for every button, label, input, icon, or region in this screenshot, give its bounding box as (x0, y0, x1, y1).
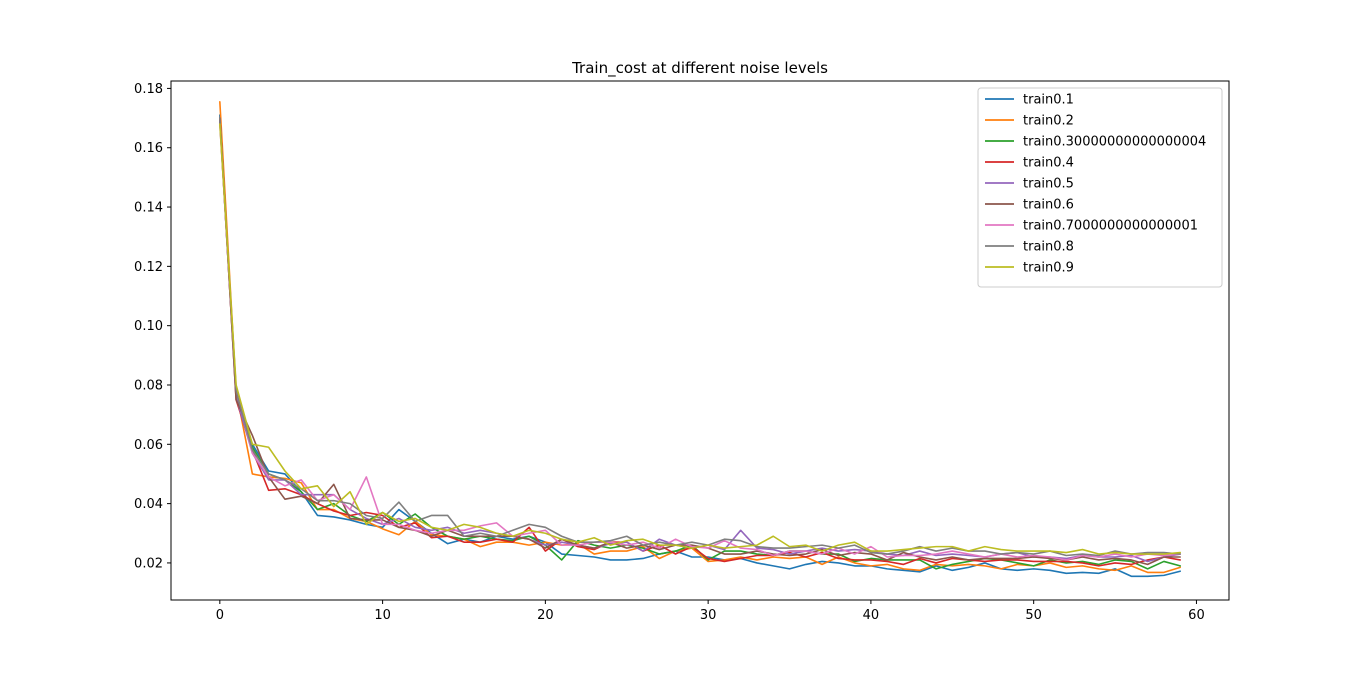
x-tick-label: 20 (537, 608, 554, 623)
y-tick-label: 0.06 (134, 438, 163, 453)
legend-label-9: train0.9 (1023, 261, 1074, 276)
plot-frame (170, 80, 1230, 601)
x-tick-label: 10 (374, 608, 391, 623)
series-line-9 (219, 123, 1181, 555)
y-tick-label: 0.16 (134, 141, 163, 156)
chart-title: Train_cost at different noise levels (571, 59, 828, 78)
legend-label-4: train0.4 (1023, 156, 1074, 171)
y-tick-label: 0.02 (134, 556, 163, 571)
legend-label-1: train0.1 (1023, 93, 1074, 108)
series-layer (219, 100, 1181, 578)
legend-label-2: train0.2 (1023, 114, 1074, 129)
y-tick-label: 0.10 (134, 319, 163, 334)
legend-label-7: train0.7000000000000001 (1023, 219, 1198, 234)
x-tick-label: 40 (863, 608, 880, 623)
x-tick-label: 30 (700, 608, 717, 623)
legend-label-8: train0.8 (1023, 240, 1074, 255)
axis-layer: 0 10 20 30 40 50 60 0.02 0.04 0.06 0.08 0.10 0.12 0.1… (134, 82, 1205, 623)
x-tick-label: 0 (216, 608, 224, 623)
y-tick-label: 0.14 (134, 201, 163, 216)
x-tick-label: 60 (1188, 608, 1205, 623)
legend-label-5: train0.5 (1023, 177, 1074, 192)
series-line-8 (219, 117, 1181, 557)
legend-box (977, 87, 1223, 288)
legend: train0.1 train0.2 train0.30000000000000004… (977, 87, 1223, 288)
y-tick-label: 0.18 (134, 82, 163, 97)
x-tick-label: 50 (1025, 608, 1042, 623)
legend-label-3: train0.30000000000000004 (1023, 135, 1206, 150)
legend-label-6: train0.6 (1023, 198, 1074, 213)
y-tick-label: 0.04 (134, 497, 163, 512)
y-tick-label: 0.12 (134, 260, 163, 275)
series-line-2 (219, 100, 1181, 574)
y-tick-label: 0.08 (134, 378, 163, 393)
